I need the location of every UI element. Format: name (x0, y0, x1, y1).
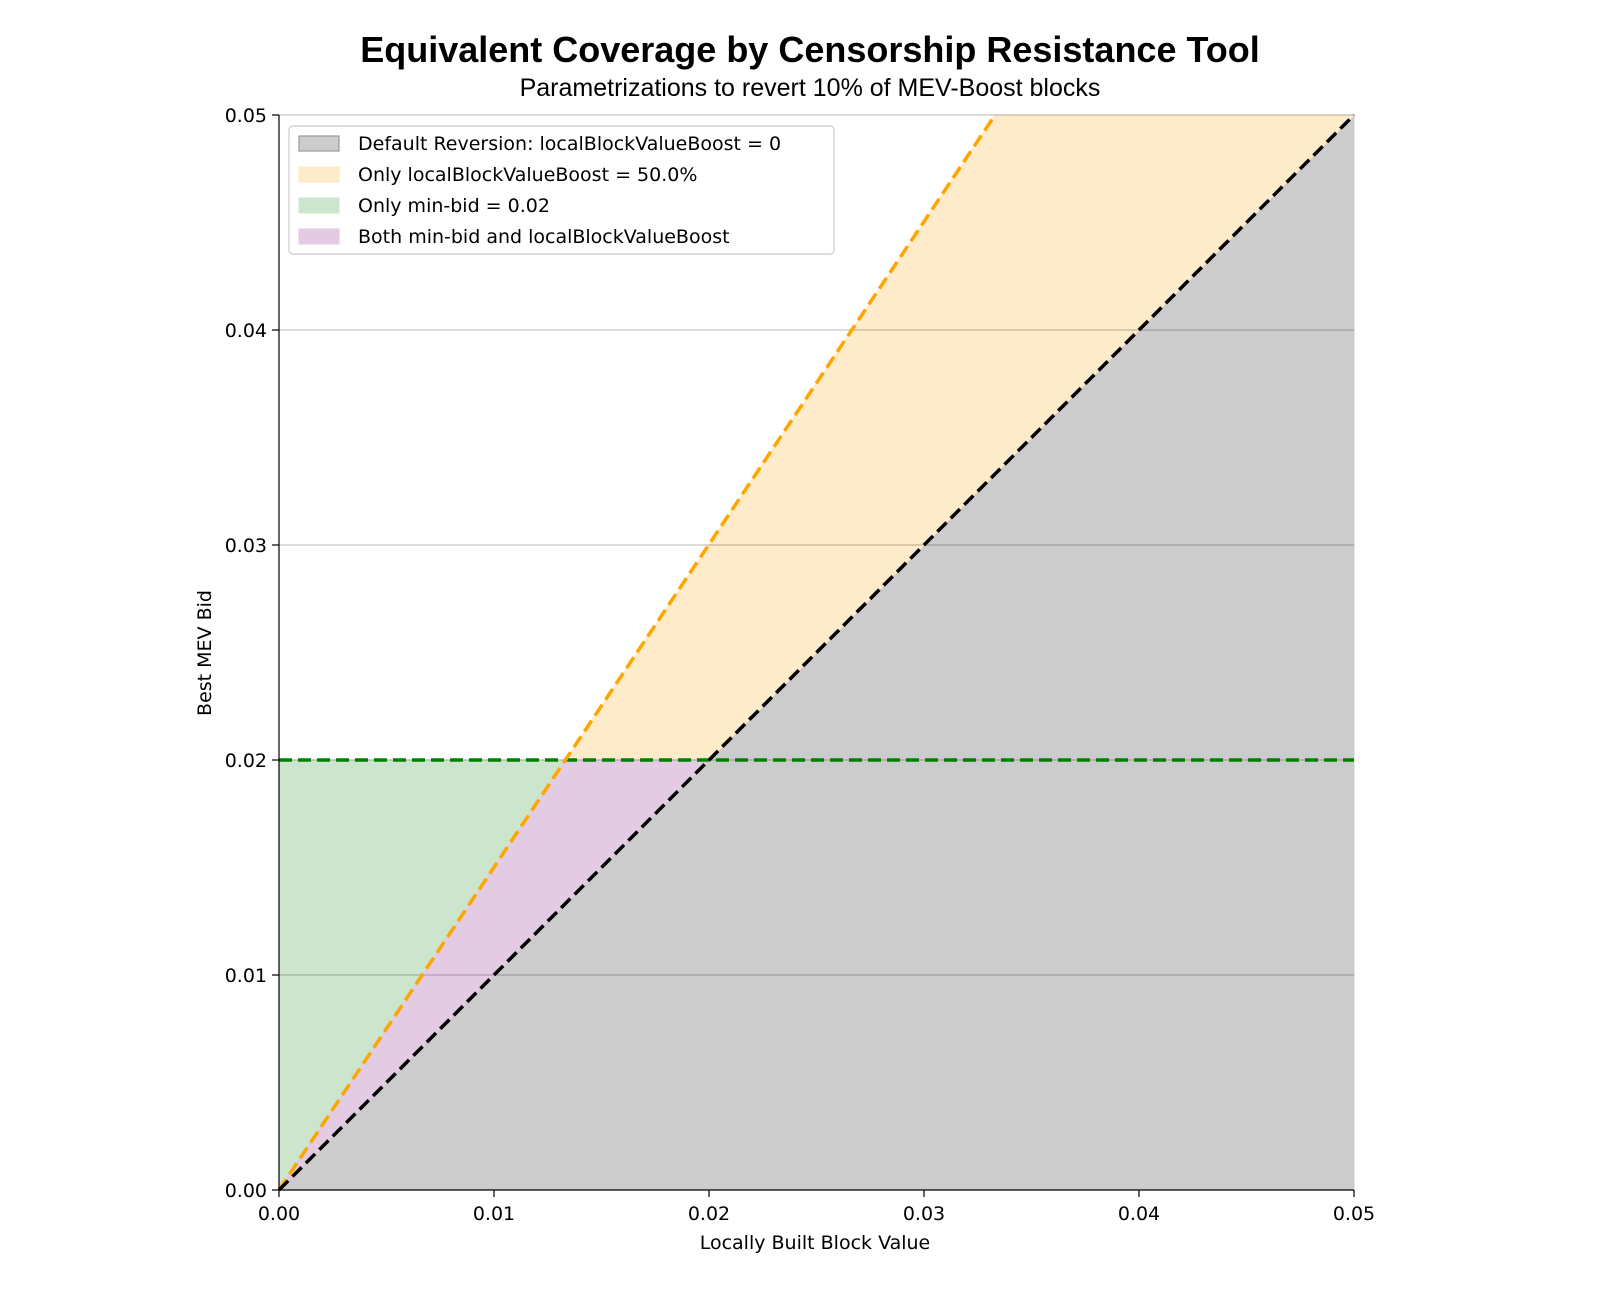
legend-label-only-min-bid-0-02: Only min-bid = 0.02 (358, 195, 550, 217)
ticks-layer: 0.00 0.01 0.02 0.03 0.04 0.05 0.00 0.01 0.02 0.03… (225, 105, 1375, 1225)
legend-box (288, 125, 835, 255)
x-tick-label: 0.02 (688, 1203, 730, 1225)
x-tick-label: 0.03 (903, 1203, 945, 1225)
x-tick-label: 0.05 (1333, 1203, 1375, 1225)
x-tick-label: 0.00 (258, 1203, 300, 1225)
legend-swatch (298, 228, 340, 245)
y-tick-label: 0.05 (225, 105, 267, 127)
y-tick-label: 0.03 (225, 535, 267, 557)
chart-subtitle: Parametrizations to revert 10% of MEV-Bo… (520, 74, 1101, 102)
legend-swatch (298, 166, 340, 183)
line-y-1-5x (277, 114, 997, 1191)
y-tick-label: 0.00 (225, 1180, 267, 1202)
lines-layer (277, 113, 1356, 1192)
legend-swatch (298, 197, 340, 214)
legend-swatch (298, 135, 340, 152)
legend-label-default-reversion-localblockvalueboost-0: Default Reversion: localBlockValueBoost … (358, 133, 781, 155)
y-axis-label: Best MEV Bid (194, 590, 216, 716)
line-y-x (277, 113, 1356, 1192)
x-tick-label: 0.01 (473, 1203, 515, 1225)
legend: Default Reversion: localBlockValueBoost … (288, 125, 835, 255)
legend-items: Default Reversion: localBlockValueBoost … (298, 133, 781, 248)
x-axis-label: Locally Built Block Value (700, 1232, 931, 1254)
y-tick-label: 0.02 (225, 750, 267, 772)
y-tick-label: 0.04 (225, 320, 267, 342)
legend-label-only-localblockvalueboost-50-0: Only localBlockValueBoost = 50.0% (358, 164, 697, 186)
x-tick-label: 0.04 (1118, 1203, 1160, 1225)
legend-label-both-min-bid-and-localblockvalueboost: Both min-bid and localBlockValueBoost (358, 226, 730, 248)
y-tick-label: 0.01 (225, 965, 267, 987)
chart-title: Equivalent Coverage by Censorship Resist… (360, 29, 1260, 70)
axes-layer (278, 115, 1354, 1191)
